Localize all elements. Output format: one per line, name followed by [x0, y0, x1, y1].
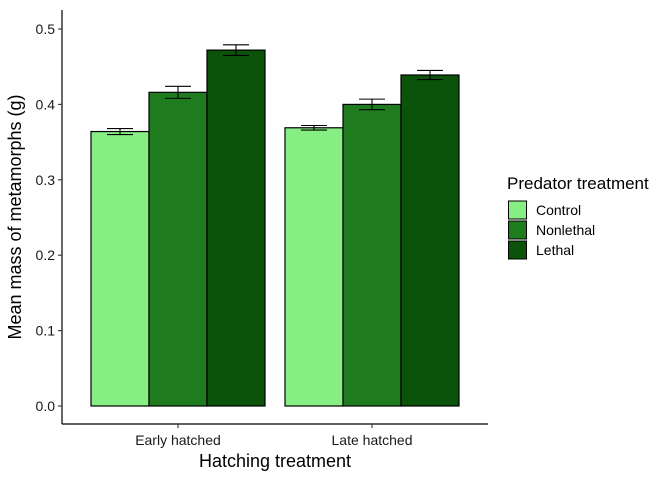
legend-item-nonlethal: Nonlethal [508, 220, 595, 240]
legend-label: Lethal [536, 242, 574, 258]
x-tick-label: Early hatched [135, 432, 221, 448]
error-bar-control-early [107, 127, 133, 136]
legend-label: Nonlethal [536, 222, 595, 238]
y-tick-label: 0.0 [36, 398, 56, 414]
x-axis-ticks: Early hatched Late hatched [135, 424, 412, 448]
y-tick-label: 0.5 [36, 21, 56, 37]
legend-label: Control [536, 202, 581, 218]
legend-title: Predator treatment [507, 174, 649, 193]
error-bar-lethal-late [417, 69, 443, 81]
legend-item-lethal: Lethal [508, 240, 574, 260]
x-tick-label: Late hatched [332, 432, 413, 448]
legend-swatch [508, 220, 527, 240]
y-axis-ticks: 0.0 0.1 0.2 0.3 0.4 0.5 [36, 21, 62, 414]
bars-layer [90, 49, 460, 407]
bar-lethal-late [400, 74, 460, 407]
bar-control-late [284, 127, 344, 407]
bar-lethal-early [206, 49, 266, 407]
bar-nonlethal-early [148, 91, 208, 407]
legend-swatch [508, 200, 527, 220]
legend-swatch [508, 240, 527, 260]
y-tick-label: 0.4 [36, 96, 56, 112]
bar-nonlethal-late [342, 103, 402, 407]
bar-control-early [90, 130, 150, 407]
legend: Predator treatment Control Nonlethal Letha… [507, 174, 649, 260]
error-bars-layer [107, 44, 443, 136]
x-axis-title: Hatching treatment [199, 451, 351, 471]
error-bar-nonlethal-late [359, 98, 385, 111]
y-tick-label: 0.3 [36, 172, 56, 188]
error-bar-control-late [301, 124, 327, 131]
error-bar-nonlethal-early [165, 85, 191, 99]
y-tick-label: 0.1 [36, 323, 56, 339]
y-tick-label: 0.2 [36, 247, 56, 263]
error-bar-lethal-early [223, 44, 249, 56]
legend-item-control: Control [508, 200, 581, 220]
legend-items: Control Nonlethal Lethal [508, 200, 595, 260]
y-axis-title: Mean mass of metamorphs (g) [5, 94, 25, 339]
